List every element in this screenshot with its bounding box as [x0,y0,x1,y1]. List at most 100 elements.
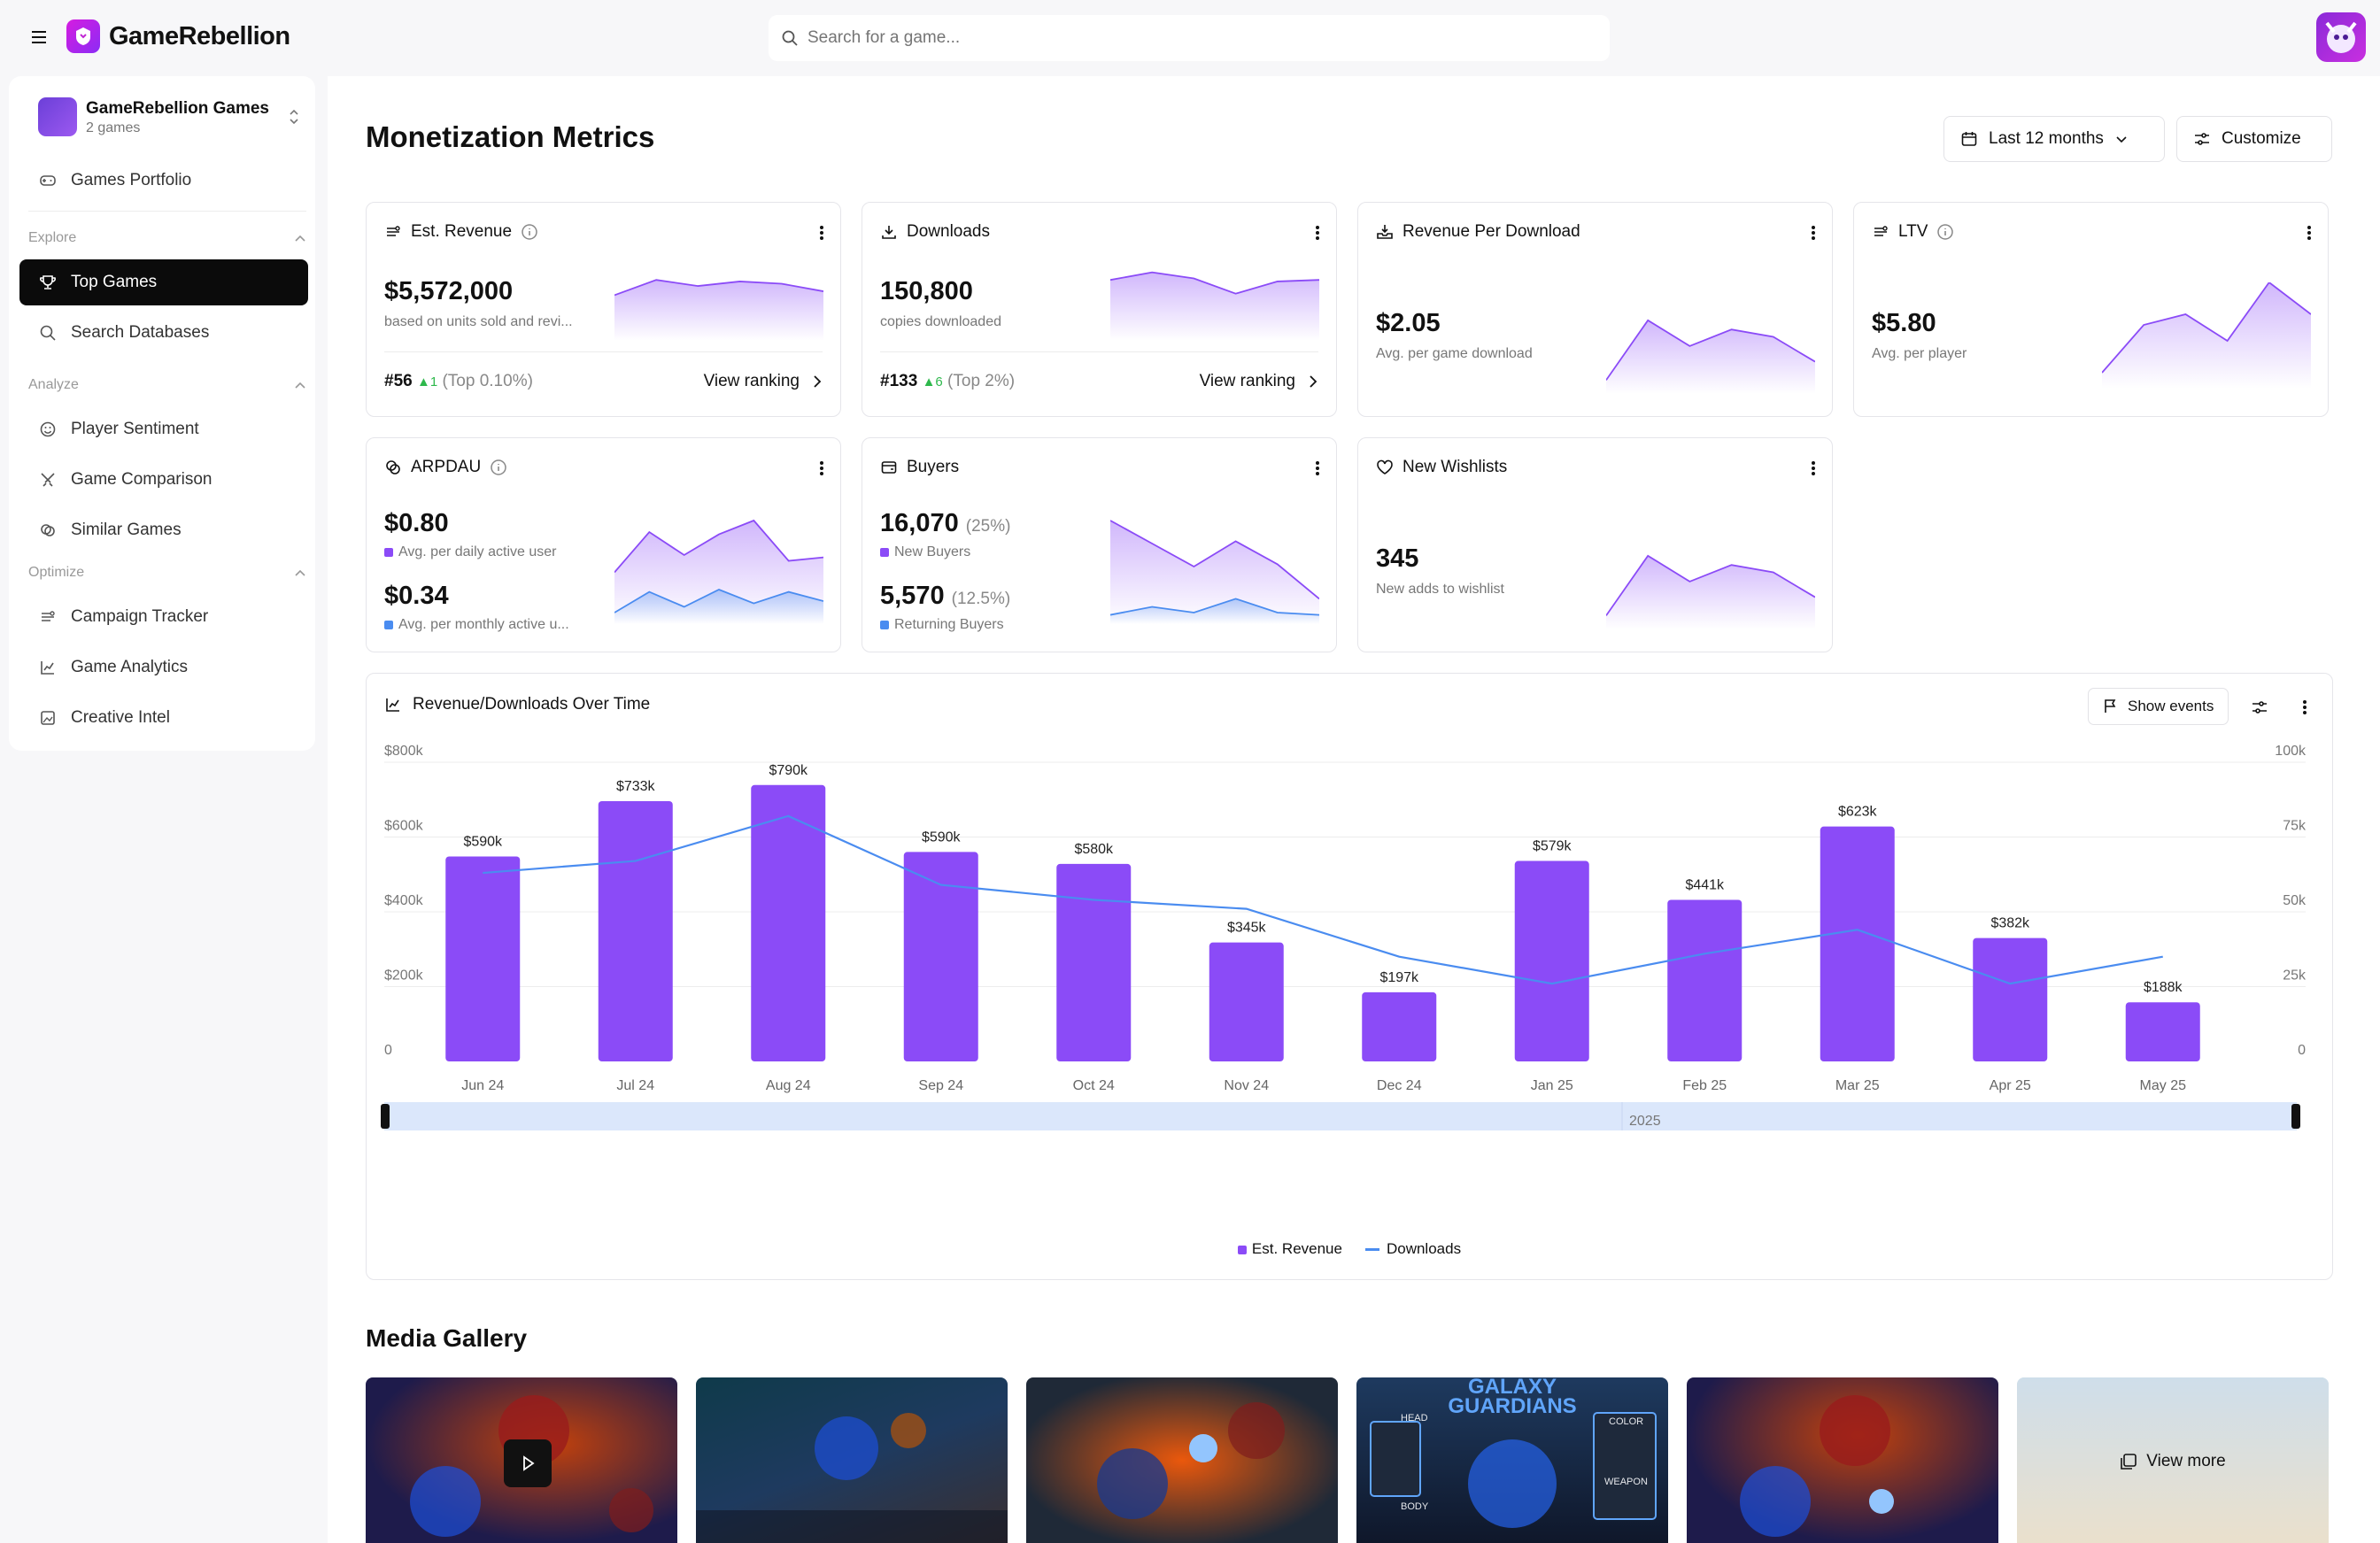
gallery-thumb-character[interactable]: GALAXY GUARDIANS HEAD BODY COLOR WEAPON [1356,1377,1668,1543]
menu-icon[interactable] [30,28,48,46]
card-title: LTV [1898,222,1928,241]
customize-button[interactable]: Customize [2176,116,2332,162]
coins-icon [384,223,402,241]
downloads-line [483,814,2163,985]
metric-subtitle-text: Returning Buyers [894,617,1004,632]
sidebar-item-creative-intel[interactable]: Creative Intel [19,695,308,741]
sparkline-line [1606,319,1815,381]
rank-delta: 1 [429,374,438,390]
bar[interactable] [1973,937,2048,1061]
bar[interactable] [903,852,978,1061]
gallery-thumb[interactable] [696,1377,1008,1543]
y-tick-label: 0 [384,1043,392,1058]
search-input[interactable] [808,28,1587,48]
more-vertical-icon[interactable] [1811,224,1816,242]
sidebar-item-player-sentiment[interactable]: Player Sentiment [19,406,308,452]
bar[interactable] [445,856,521,1061]
bar-value-label: $590k [463,834,503,849]
chevron-up-icon [294,381,306,390]
gallery-thumb[interactable] [1026,1377,1338,1543]
card-title: Buyers [907,458,960,476]
view-ranking-link[interactable]: View ranking [704,372,823,391]
sidebar-item-top-games[interactable]: Top Games [19,259,308,305]
download-icon [880,223,898,241]
sparkline [1110,271,1319,341]
view-ranking-link[interactable]: View ranking [1200,372,1318,391]
x-tick-label: Nov 24 [1224,1078,1269,1093]
metric-subtitle-secondary: Returning Buyers [880,617,1004,633]
card-title: New Wishlists [1402,458,1508,476]
smile-icon [39,420,57,438]
sidebar-item-games-portfolio[interactable]: Games Portfolio [19,158,308,204]
sparkline [1606,554,1815,629]
more-vertical-icon[interactable] [1315,459,1320,477]
bar[interactable] [1667,899,1742,1061]
more-vertical-icon[interactable] [2307,224,2312,242]
sparkline-primary-line [1110,520,1319,600]
sidebar-item-label: Creative Intel [71,708,170,727]
range-slider-track[interactable] [384,1102,2297,1130]
more-vertical-icon[interactable] [1811,459,1816,477]
show-events-button[interactable]: Show events [2088,688,2229,725]
view-more-button[interactable]: View more [2017,1452,2329,1471]
gallery-thumb[interactable] [1687,1377,1998,1543]
info-icon[interactable] [521,223,538,241]
org-switcher[interactable]: GameRebellion Games 2 games [27,92,306,143]
gallery-view-more[interactable]: View more [2017,1377,2329,1543]
date-range-label: Last 12 months [1989,129,2104,148]
bar[interactable] [1056,863,1132,1061]
sliders-icon[interactable] [2251,698,2268,716]
bar[interactable] [1514,860,1589,1061]
sidebar-item-game-analytics[interactable]: Game Analytics [19,644,308,690]
play-icon[interactable] [504,1439,552,1487]
bar-value-label: $579k [1533,839,1572,854]
heart-icon [1376,459,1394,476]
sidebar-item-game-comparison[interactable]: Game Comparison [19,457,308,503]
bar[interactable] [598,800,673,1061]
bar-value-label: $382k [1990,916,2030,931]
bar[interactable] [2125,1002,2200,1061]
section-explore[interactable]: Explore [28,230,306,246]
section-analyze[interactable]: Analyze [28,377,306,393]
card-title: Downloads [907,222,990,241]
card-new-wishlists: New Wishlists 345 New adds to wishlist [1357,437,1833,652]
bar[interactable] [1209,942,1284,1061]
section-optimize[interactable]: Optimize [28,565,306,581]
sidebar-item-similar-games[interactable]: Similar Games [19,507,308,553]
main-content: Monetization Metrics Last 12 months Cust… [328,76,2380,1543]
legend-item-revenue[interactable]: Est. Revenue [1237,1240,1342,1258]
sparkline-secondary-line [614,589,823,613]
metric-subtitle: based on units sold and revi... [384,314,573,329]
date-range-button[interactable]: Last 12 months [1943,116,2165,162]
gallery-thumb-video[interactable] [366,1377,677,1543]
sparkline [1606,319,1815,394]
more-vertical-icon[interactable] [819,459,824,477]
sparkline-area [2102,282,2311,389]
app-name: GameRebellion [109,21,290,50]
y-tick-label: $800k [384,744,424,759]
gallery-title: Media Gallery [366,1324,528,1352]
info-icon[interactable] [1936,223,1954,241]
bar[interactable] [1820,826,1895,1061]
y2-tick-label: 100k [2275,744,2307,759]
range-handle-left[interactable] [381,1104,390,1129]
card-revenue-per-download: Revenue Per Download $2.05 Avg. per game… [1357,202,1833,417]
range-handle-right[interactable] [2291,1104,2300,1129]
more-vertical-icon[interactable] [2302,698,2307,716]
section-title: Optimize [28,565,85,580]
more-vertical-icon[interactable] [1315,224,1320,242]
search-bar[interactable] [769,15,1610,61]
bar[interactable] [751,784,826,1061]
chevron-down-icon [2114,132,2129,146]
sidebar-item-search-databases[interactable]: Search Databases [19,310,308,356]
view-more-label: View more [2146,1452,2226,1470]
legend-item-downloads[interactable]: Downloads [1364,1240,1461,1258]
chevron-up-icon [294,234,306,243]
more-vertical-icon[interactable] [819,224,824,242]
sparkline [2102,282,2311,389]
bar[interactable] [1362,991,1437,1061]
user-avatar[interactable] [2316,12,2366,62]
app-logo[interactable]: GameRebellion [66,19,290,53]
sidebar-item-campaign-tracker[interactable]: Campaign Tracker [19,594,308,640]
info-icon[interactable] [490,459,507,476]
